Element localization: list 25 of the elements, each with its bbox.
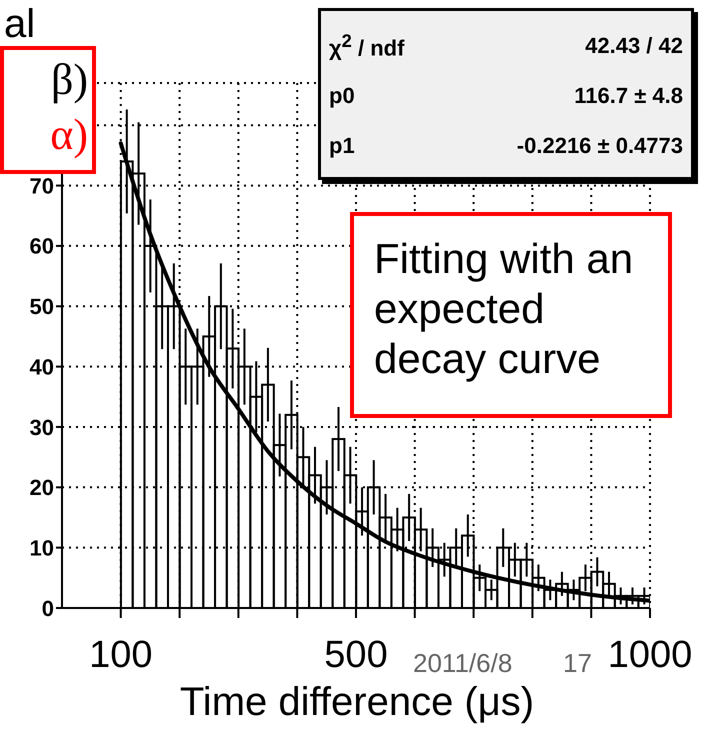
text: 2011/6/8: [413, 648, 512, 679]
x-tick-label: 500: [324, 634, 388, 676]
y-tick-label: 60: [30, 234, 54, 259]
y-tick-label: 10: [30, 535, 54, 560]
annotation: p0: [329, 83, 355, 109]
text: al: [4, 2, 36, 46]
x-axis-title: Time difference (μs): [178, 680, 536, 725]
note-box: Fitting with an expected decay curve: [350, 212, 672, 418]
text: 17: [563, 648, 592, 679]
note-box: β) α): [0, 46, 96, 174]
y-tick-label: 20: [30, 475, 54, 500]
x-tick-label: 1000: [608, 634, 692, 676]
annotation: p1: [329, 133, 355, 159]
x-tick-label: 100: [89, 634, 153, 676]
annotation: -0.2216 ± 0.4773: [516, 133, 683, 159]
text: χ$^{2}$ / ndf: [329, 30, 404, 61]
text: 42.43 / 42: [585, 33, 683, 58]
y-tick-label: 0: [42, 596, 54, 621]
annotation: β): [50, 54, 88, 105]
annotation: 116.7 ± 4.8: [574, 83, 683, 109]
y-tick-label: 50: [30, 294, 54, 320]
y-tick-label: 30: [30, 414, 54, 440]
annotation: α): [49, 109, 88, 160]
y-tick-label: 40: [30, 354, 54, 380]
y-tick-label: 70: [30, 173, 54, 198]
